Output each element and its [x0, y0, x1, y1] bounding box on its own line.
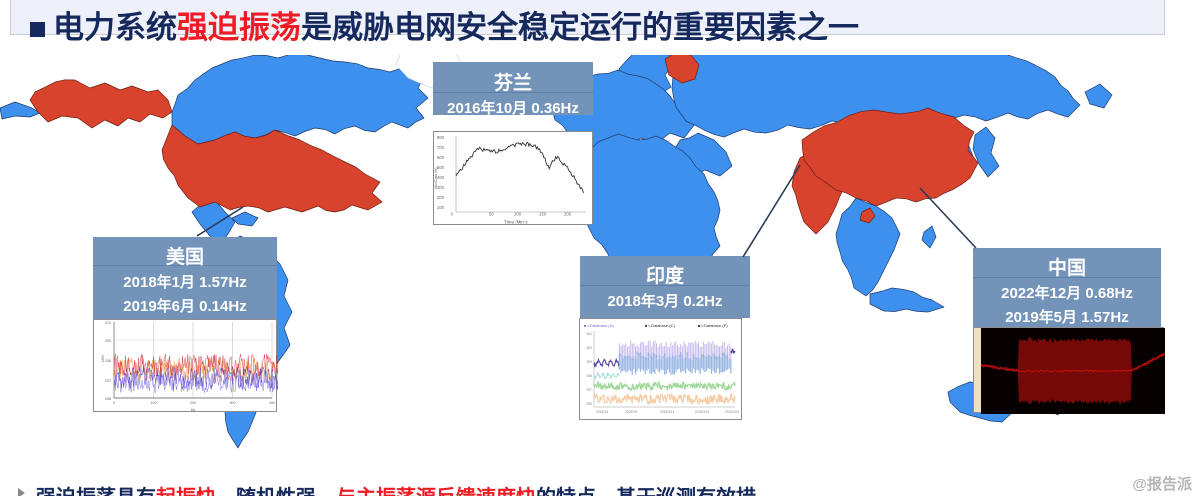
- svg-text:206: 206: [105, 397, 111, 401]
- svg-text:400: 400: [269, 401, 275, 405]
- svg-text:0: 0: [113, 401, 115, 405]
- svg-text:100: 100: [514, 212, 522, 217]
- svg-text:358: 358: [586, 374, 592, 378]
- svg-text:360: 360: [586, 346, 592, 350]
- svg-text:■ t-Database-(P): ■ t-Database-(P): [698, 323, 728, 328]
- svg-text:800: 800: [437, 135, 445, 140]
- svg-text:2018/3/14: 2018/3/14: [660, 410, 674, 414]
- svg-text:357: 357: [586, 388, 592, 392]
- svg-text:209: 209: [105, 339, 111, 343]
- svg-text:U/kV: U/kV: [101, 354, 105, 362]
- svg-text:356: 356: [586, 402, 592, 406]
- svg-text:0: 0: [451, 212, 454, 217]
- svg-text:300: 300: [230, 401, 236, 405]
- svg-text:359: 359: [586, 360, 592, 364]
- svg-text:200: 200: [190, 401, 196, 405]
- svg-text:■ t-Database-(A): ■ t-Database-(A): [584, 323, 614, 328]
- svg-text:t/s: t/s: [191, 408, 195, 412]
- svg-text:2018/3/9: 2018/3/9: [625, 410, 638, 414]
- svg-text:2018/3/4: 2018/3/4: [596, 410, 609, 414]
- svg-text:361: 361: [586, 332, 592, 336]
- svg-text:208: 208: [105, 359, 111, 363]
- svg-text:600: 600: [437, 155, 445, 160]
- svg-text:50: 50: [489, 212, 494, 217]
- svg-text:207: 207: [105, 379, 111, 383]
- svg-text:200: 200: [564, 212, 572, 217]
- svg-text:Time /Min s: Time /Min s: [504, 220, 528, 225]
- svg-text:200: 200: [437, 195, 445, 200]
- svg-text:210: 210: [105, 321, 111, 325]
- svg-text:Min/Data (W): Min/Data (W): [434, 167, 438, 188]
- svg-text:2018/3/24: 2018/3/24: [725, 410, 739, 414]
- svg-text:700: 700: [437, 145, 445, 150]
- svg-text:100: 100: [151, 401, 157, 405]
- svg-text:100: 100: [437, 205, 445, 210]
- svg-text:■ t-Database-(C): ■ t-Database-(C): [645, 323, 676, 328]
- svg-text:150: 150: [539, 212, 547, 217]
- svg-text:2018/3/19: 2018/3/19: [695, 410, 709, 414]
